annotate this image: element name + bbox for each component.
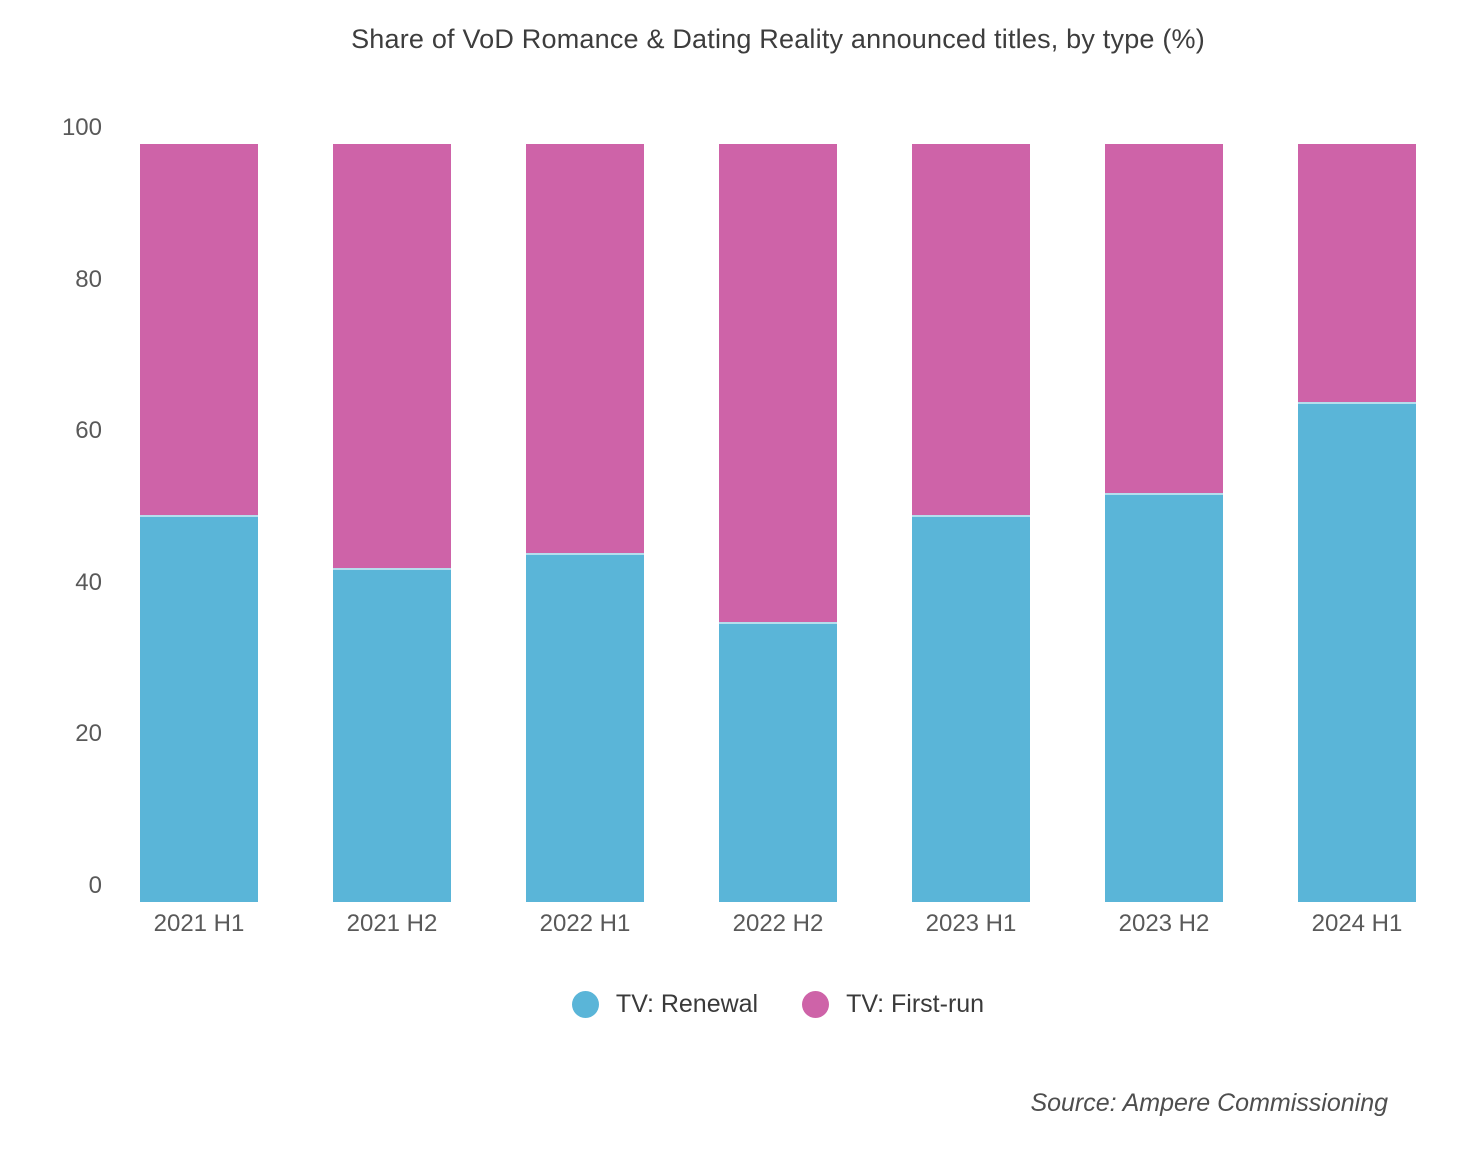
x-axis-label-2021-h2: 2021 H2 — [346, 910, 438, 937]
bar-2024-h1 — [1298, 144, 1416, 902]
y-axis-tick-label-80: 80 — [75, 265, 102, 293]
segment-tv-first-run-2021-h2 — [333, 144, 451, 569]
bar-2023-h2 — [1105, 144, 1223, 902]
bar-2021-h2 — [333, 144, 451, 902]
segment-tv-renewal-2021-h1 — [140, 515, 258, 902]
x-axis-label-2022-h1: 2022 H1 — [539, 910, 631, 937]
segment-tv-renewal-2022-h2 — [719, 621, 837, 902]
legend-label-tv-renewal: TV: Renewal — [615, 989, 759, 1018]
y-axis-tick-label-20: 20 — [75, 720, 102, 748]
source-note: Source: Ampere Commissioning — [1030, 1089, 1388, 1117]
bar-2021-h1 — [140, 144, 258, 902]
legend-label-tv-first-run: TV: First-run — [846, 989, 985, 1018]
bar-2022-h2 — [719, 144, 837, 902]
chart-title: Share of VoD Romance & Dating Reality an… — [351, 24, 1205, 54]
plot-area — [140, 144, 1416, 902]
segment-tv-renewal-2023-h1 — [912, 515, 1030, 902]
segment-tv-renewal-2022-h1 — [526, 553, 644, 902]
segment-tv-renewal-2024-h1 — [1298, 401, 1416, 902]
x-axis-label-2023-h2: 2023 H2 — [1118, 910, 1210, 937]
y-axis: 0 20 40 60 80 100 — [0, 0, 110, 1156]
x-axis-label-2023-h1: 2023 H1 — [925, 910, 1017, 937]
x-axis-label-2024-h1: 2024 H1 — [1311, 910, 1403, 937]
segment-tv-first-run-2024-h1 — [1298, 144, 1416, 402]
legend-item-tv-renewal: TV: Renewal — [571, 989, 759, 1019]
segment-tv-first-run-2023-h2 — [1105, 144, 1223, 493]
y-axis-tick-label-60: 60 — [75, 417, 102, 445]
legend-item-tv-first-run: TV: First-run — [802, 990, 984, 1019]
y-axis-tick-label-40: 40 — [75, 568, 102, 596]
legend: TV: Renewal TV: First-run — [120, 982, 1436, 1026]
segment-tv-first-run-2022-h2 — [719, 144, 837, 622]
segment-tv-first-run-2023-h1 — [912, 144, 1030, 516]
x-axis-label-2021-h1: 2021 H1 — [153, 910, 245, 937]
segment-tv-renewal-2023-h2 — [1105, 492, 1223, 902]
y-axis-tick-label-100: 100 — [61, 114, 102, 141]
segment-tv-first-run-2022-h1 — [526, 144, 644, 554]
segment-tv-first-run-2021-h1 — [140, 144, 258, 516]
legend-dot-tv-renewal — [571, 990, 599, 1018]
legend-dot-tv-first-run — [802, 990, 830, 1018]
x-axis-label-2022-h2: 2022 H2 — [732, 910, 824, 937]
y-axis-tick-label-0: 0 — [88, 872, 102, 899]
segment-tv-renewal-2021-h2 — [333, 568, 451, 902]
bar-2023-h1 — [912, 144, 1030, 902]
bar-2022-h1 — [526, 144, 644, 902]
